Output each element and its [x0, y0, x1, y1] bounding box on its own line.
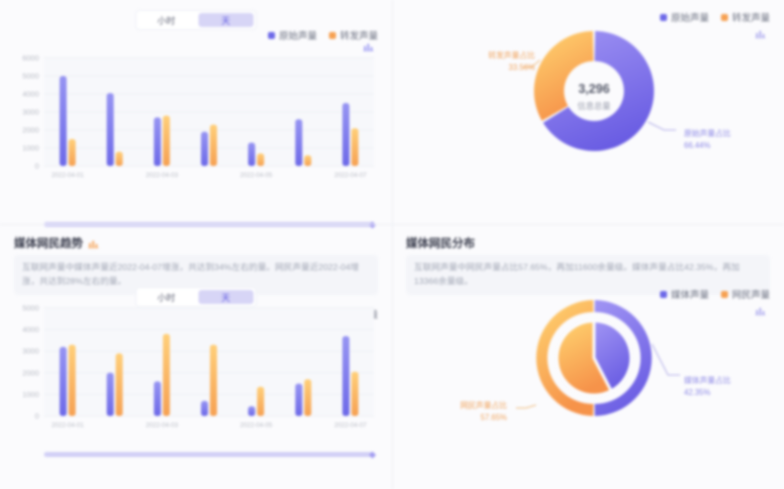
svg-text:4000: 4000 — [22, 325, 39, 334]
svg-text:2022-04-03: 2022-04-03 — [146, 422, 179, 429]
svg-text:5000: 5000 — [22, 72, 39, 81]
svg-text:2022-04-05: 2022-04-05 — [240, 422, 273, 429]
svg-text:6000: 6000 — [22, 54, 39, 63]
svg-text:2022-04-03: 2022-04-03 — [146, 172, 179, 179]
svg-text:4000: 4000 — [22, 90, 39, 99]
svg-text:0: 0 — [35, 162, 39, 171]
svg-text:2022-04-01: 2022-04-01 — [51, 422, 84, 429]
svg-text:5000: 5000 — [22, 304, 39, 313]
svg-text:0: 0 — [35, 412, 39, 421]
svg-text:1000: 1000 — [22, 144, 39, 153]
svg-text:2022-04-05: 2022-04-05 — [240, 172, 273, 179]
svg-text:2022-04-07: 2022-04-07 — [334, 172, 367, 179]
svg-text:2000: 2000 — [22, 368, 39, 377]
svg-text:1000: 1000 — [22, 390, 39, 399]
svg-text:3000: 3000 — [22, 347, 39, 356]
svg-text:3000: 3000 — [22, 108, 39, 117]
svg-text:2022-04-07: 2022-04-07 — [334, 422, 367, 429]
svg-text:2022-04-01: 2022-04-01 — [51, 172, 84, 179]
svg-text:2000: 2000 — [22, 126, 39, 135]
